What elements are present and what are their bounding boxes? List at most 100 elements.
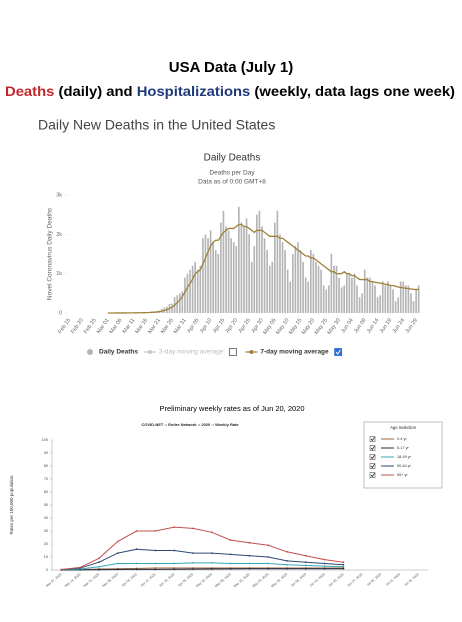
bar — [371, 281, 374, 313]
bar — [191, 265, 194, 313]
bar — [276, 210, 279, 313]
y-tick-label: 80 — [44, 464, 48, 468]
point — [248, 567, 251, 570]
legend-label: 18-49 yr — [397, 455, 412, 459]
bar — [302, 261, 304, 313]
checkmark — [370, 473, 375, 478]
x-tick-label: May 09, 2020 — [214, 572, 232, 588]
bar — [271, 261, 274, 313]
point — [304, 554, 307, 557]
bar — [248, 234, 250, 313]
x-tick-label: Apr 25 — [238, 318, 252, 335]
y-tick-label: 70 — [44, 477, 48, 481]
bar — [376, 297, 379, 313]
point — [154, 567, 157, 569]
checkmark — [335, 349, 341, 355]
legend-checkbox[interactable] — [369, 454, 376, 460]
bar — [186, 273, 189, 313]
x-tick-label: Mar 06 — [109, 318, 124, 335]
bar — [322, 285, 325, 313]
bar — [217, 254, 220, 313]
point — [154, 530, 157, 532]
checkmark — [370, 464, 375, 469]
legend-box — [363, 421, 443, 489]
bar — [261, 226, 263, 313]
chart-title: Daily Deaths — [204, 153, 261, 164]
point — [116, 540, 119, 543]
bar — [268, 265, 271, 313]
bar — [317, 265, 320, 313]
section-heading: Daily New Deaths in the United States — [38, 117, 275, 133]
y-tick-label: 90 — [44, 451, 48, 455]
bar — [176, 295, 179, 313]
bar — [212, 242, 214, 313]
point — [116, 568, 119, 571]
point — [210, 561, 213, 564]
legend-checkbox[interactable] — [334, 348, 343, 356]
x-tick-label: Jul 11, 2020 — [385, 572, 401, 587]
bar — [407, 285, 410, 313]
y-tick-label: 20 — [44, 542, 48, 546]
x-tick-label: Jun 13, 2020 — [309, 572, 326, 587]
bar — [399, 281, 402, 313]
bar — [230, 238, 232, 313]
bar — [194, 261, 197, 313]
legend-checkbox[interactable] — [369, 445, 376, 451]
x-tick-label: Mar 28, 2020 — [102, 572, 120, 588]
point — [135, 562, 138, 565]
bar — [379, 295, 381, 313]
point — [286, 567, 288, 570]
point — [192, 527, 194, 530]
point — [98, 565, 100, 568]
point — [229, 553, 232, 556]
point — [60, 568, 63, 571]
x-tick-label: Mar 31 — [173, 318, 188, 335]
page-subtitle: Deaths (daily) and Hospitalizations (wee… — [5, 83, 455, 99]
x-tick-label: Jun 04 — [340, 318, 354, 335]
bar — [330, 254, 333, 313]
bar — [410, 293, 412, 313]
x-tick-label: Jun 29 — [405, 318, 419, 335]
y-tick-label: 100 — [42, 438, 48, 442]
point — [192, 552, 194, 554]
legend-marker — [249, 350, 254, 354]
bar — [207, 238, 209, 313]
bar — [345, 273, 348, 313]
bar — [309, 250, 312, 313]
x-tick-label: Jun 20, 2020 — [327, 572, 344, 587]
y-tick-label: 30 — [44, 529, 48, 533]
bar — [258, 210, 261, 313]
bar — [387, 281, 389, 313]
bar — [286, 269, 289, 313]
legend-checkbox[interactable] — [369, 436, 376, 442]
bar — [358, 297, 361, 313]
bar — [209, 230, 212, 313]
point — [229, 562, 232, 565]
bar — [307, 281, 310, 313]
bar — [389, 285, 392, 313]
series-line — [61, 526, 344, 570]
y-tick-label: 0 — [59, 310, 62, 316]
point — [135, 568, 138, 571]
point — [192, 568, 194, 570]
point — [342, 567, 345, 570]
bar — [335, 265, 338, 313]
bar — [402, 281, 405, 313]
bar — [327, 285, 330, 313]
y-tick-label: 10 — [44, 555, 48, 559]
series-line — [61, 562, 344, 571]
bar — [361, 293, 364, 313]
point — [173, 562, 176, 565]
point — [98, 557, 100, 560]
legend-checkbox[interactable] — [369, 472, 376, 478]
legend-checkbox[interactable] — [369, 463, 376, 469]
bar — [325, 289, 328, 313]
subtitle-part: (weekly, data lags one week) — [250, 83, 455, 99]
bar — [294, 246, 297, 313]
x-tick-label: Mar 21, 2020 — [83, 572, 101, 588]
legend-checkbox[interactable] — [228, 348, 237, 356]
bar — [291, 254, 294, 313]
bar — [369, 277, 371, 313]
checkmark — [370, 437, 375, 442]
